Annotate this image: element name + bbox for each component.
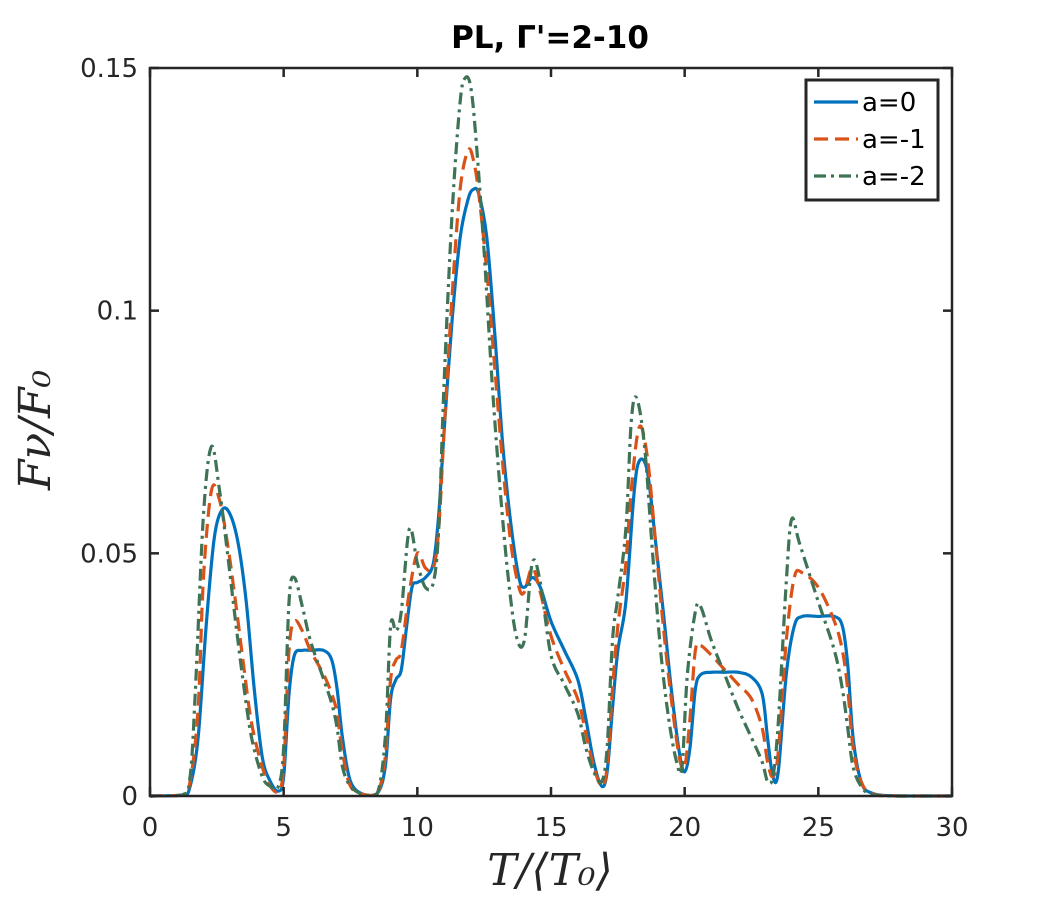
- x-tick-label: 15: [534, 813, 567, 843]
- y-tick-label: 0.15: [80, 54, 138, 84]
- legend-label: a=-2: [862, 162, 926, 192]
- legend: a=0 a=-1 a=-2: [804, 78, 940, 202]
- x-tick-label: 10: [401, 813, 434, 843]
- x-tick-label: 5: [275, 813, 292, 843]
- chart-title: PL, Γ'=2-10: [451, 20, 649, 56]
- series-line-a=-2: [149, 75, 952, 798]
- axes-layer: 0 5 10 15 20 25 30 0 0.05 0.1 0.15: [80, 54, 968, 843]
- x-tick-label: 0: [142, 813, 159, 843]
- y-axis-label: Fν/F₀: [10, 370, 61, 492]
- x-tick-label: 30: [935, 813, 968, 843]
- legend-label: a=-1: [862, 125, 926, 155]
- y-tick-label: 0: [121, 782, 138, 812]
- x-tick-label: 25: [802, 813, 835, 843]
- y-tick-label: 0.1: [97, 297, 138, 327]
- x-tick-label: 20: [668, 813, 701, 843]
- x-axis-label: T/⟨T₀⟩: [487, 845, 613, 896]
- legend-label: a=0: [862, 88, 916, 118]
- series-layer: [149, 75, 952, 798]
- y-tick-label: 0.05: [80, 539, 138, 569]
